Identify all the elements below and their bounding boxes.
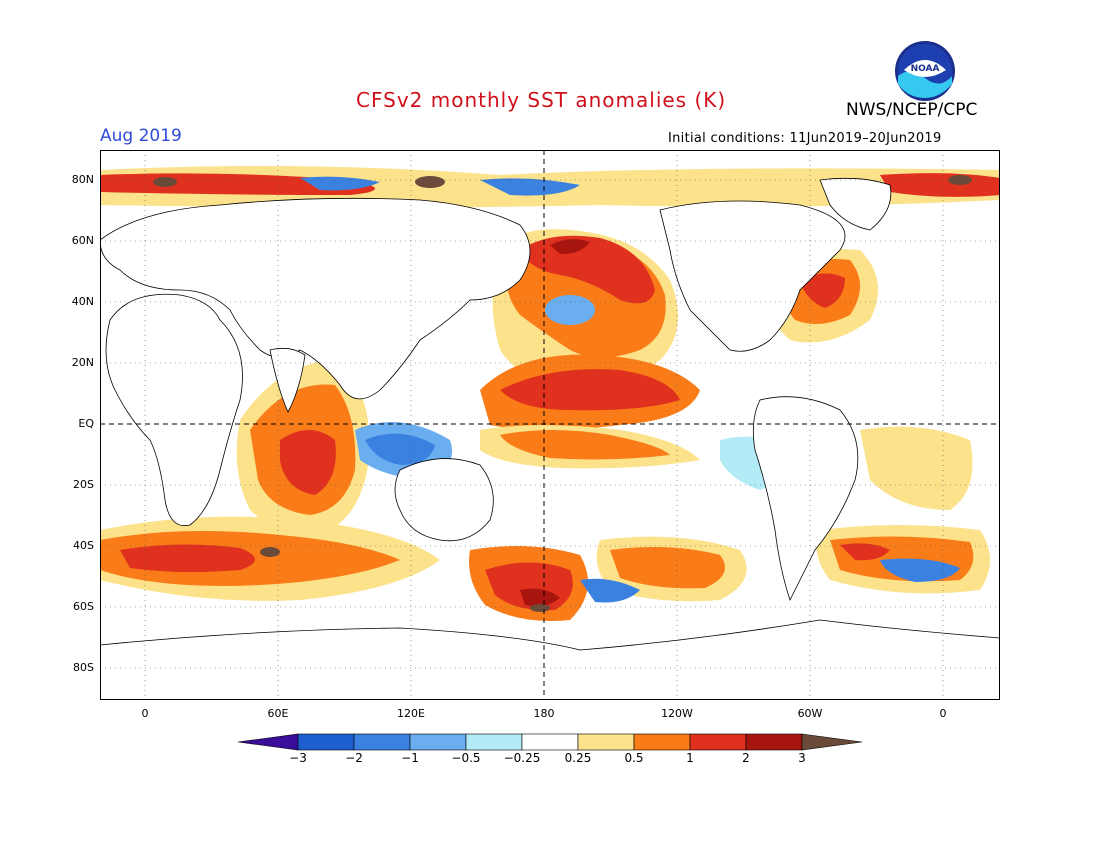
land-masses (100, 177, 1000, 700)
noaa-logo: NOAA (895, 41, 955, 101)
lon-label: 180 (533, 707, 555, 720)
lat-label: 40S (73, 539, 94, 552)
map-title: CFSv2 monthly SST anomalies (K) (356, 88, 727, 112)
lon-label: 60E (267, 707, 289, 720)
valid-month-label: Aug 2019 (100, 126, 182, 146)
lat-label: 80S (73, 661, 94, 674)
graticule (100, 150, 1000, 700)
south-america (752, 396, 859, 602)
eurasia (100, 197, 531, 400)
colorbar-tick: 3 (798, 751, 806, 765)
lat-label: 60N (71, 234, 94, 247)
lon-label: 60W (797, 707, 823, 720)
colorbar-tick: 2 (742, 751, 750, 765)
logo-text: NOAA (911, 64, 940, 74)
colorbar-tick: 0.25 (564, 751, 592, 765)
lat-label: 40N (71, 295, 94, 308)
lon-label: 120E (397, 707, 425, 720)
lon-label: 120W (661, 707, 693, 720)
colorbar-bin (409, 733, 467, 751)
australia (394, 458, 494, 542)
colorbar-bin (465, 733, 523, 751)
lat-label: 20N (71, 356, 94, 369)
initial-conditions-label: Initial conditions: 11Jun2019–20Jun2019 (668, 131, 942, 146)
colorbar-bin (689, 733, 747, 751)
colorbar-bin (633, 733, 691, 751)
lat-label: EQ (78, 417, 94, 430)
agency-label: NWS/NCEP/CPC (846, 100, 978, 120)
colorbar-tick: 0.5 (624, 751, 644, 765)
sst-anomaly-map (100, 150, 1000, 700)
north-america (659, 200, 846, 352)
colorbar-bin (745, 733, 803, 751)
colorbar-bin (297, 733, 355, 751)
colorbar-tick: −2 (345, 751, 363, 765)
colorbar-bin (353, 733, 411, 751)
lat-label: 60S (73, 600, 94, 613)
colorbar-bin (577, 733, 635, 751)
colorbar-tick: −3 (289, 751, 307, 765)
anomaly-field (100, 166, 1000, 621)
colorbar-bin (521, 733, 579, 751)
colorbar (238, 733, 862, 751)
antarctica (100, 619, 1000, 700)
colorbar-tick: 1 (686, 751, 694, 765)
colorbar-max-arrow (801, 733, 862, 751)
africa (105, 293, 243, 527)
lat-label: 20S (73, 478, 94, 491)
colorbar-tick: −0.25 (503, 751, 541, 765)
lon-label: 0 (141, 707, 149, 720)
colorbar-tick: −1 (401, 751, 419, 765)
lat-label: 80N (71, 173, 94, 186)
colorbar-min-arrow (238, 733, 299, 751)
greenland (819, 177, 892, 231)
colorbar-tick: −0.5 (451, 751, 481, 765)
india (269, 347, 306, 413)
lon-label: 0 (939, 707, 947, 720)
